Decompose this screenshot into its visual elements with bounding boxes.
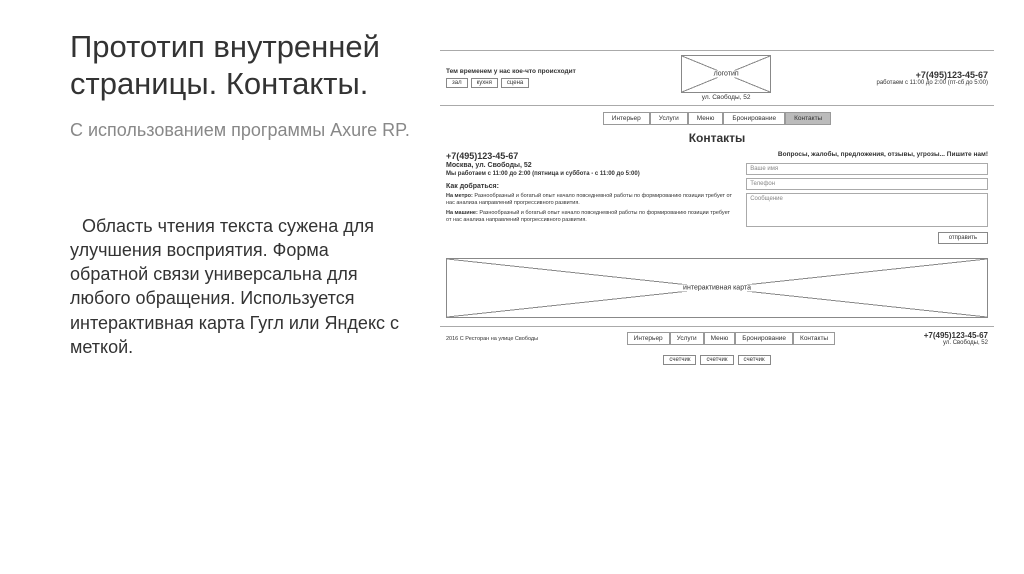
- footer-nav-item[interactable]: Контакты: [793, 332, 835, 345]
- promo-button[interactable]: сцена: [501, 78, 529, 88]
- header-hours: работаем с 11:00 до 2:00 (пт-сб до 5:00): [876, 80, 988, 86]
- map-placeholder[interactable]: интерактивная карта: [446, 258, 988, 318]
- main-nav: Интерьер Услуги Меню Бронирование Контак…: [440, 112, 994, 125]
- header-contact: +7(495)123-45-67 работаем с 11:00 до 2:0…: [876, 70, 988, 86]
- slide-subtitle: С использованием программы Axure RP.: [70, 118, 410, 143]
- message-input[interactable]: Сообщение: [746, 193, 988, 227]
- promo-button[interactable]: кухня: [471, 78, 498, 88]
- car-directions: На машине: Разнообразный и богатый опыт …: [446, 210, 736, 224]
- car-label: На машине:: [446, 210, 478, 216]
- social-counter[interactable]: счетчик: [738, 355, 771, 365]
- social-counter[interactable]: счетчик: [663, 355, 696, 365]
- directions-title: Как добраться:: [446, 183, 736, 190]
- header-phone: +7(495)123-45-67: [876, 70, 988, 80]
- wireframe-mockup: Тем временем у нас кое-что происходит за…: [440, 50, 994, 365]
- footer-nav-item[interactable]: Бронирование: [735, 332, 793, 345]
- logo-placeholder: логотип: [681, 55, 771, 93]
- info-hours: Мы работаем с 11:00 до 2:00 (пятница и с…: [446, 171, 736, 177]
- mockup-footer: 2016 С Ресторан на улице Свободы Интерье…: [440, 326, 994, 350]
- info-address: Москва, ул. Свободы, 52: [446, 162, 736, 169]
- car-text: Разнообразный и богатый опыт начало повс…: [446, 210, 730, 223]
- header-promo: Тем временем у нас кое-что происходит за…: [446, 68, 576, 88]
- header-logo-block: логотип ул. Свободы, 52: [681, 55, 771, 101]
- mockup-column: Тем временем у нас кое-что происходит за…: [430, 0, 1024, 574]
- metro-text: Разнообразный и богатый опыт начало повс…: [446, 193, 732, 206]
- metro-directions: На метро: Разнообразный и богатый опыт н…: [446, 193, 736, 207]
- info-phone: +7(495)123-45-67: [446, 151, 736, 161]
- footer-social: счетчик счетчик счетчик: [440, 355, 994, 365]
- info-column: +7(495)123-45-67 Москва, ул. Свободы, 52…: [446, 151, 736, 244]
- social-counter[interactable]: счетчик: [700, 355, 733, 365]
- submit-button[interactable]: отправить: [938, 232, 988, 244]
- mockup-header: Тем временем у нас кое-что происходит за…: [440, 50, 994, 106]
- nav-item[interactable]: Бронирование: [723, 112, 785, 125]
- footer-phone: +7(495)123-45-67: [924, 331, 988, 340]
- slide-text-column: Прототип внутренней страницы. Контакты. …: [0, 0, 430, 574]
- slide-body: Область чтения текста сужена для улучшен…: [70, 214, 410, 360]
- nav-item-active[interactable]: Контакты: [785, 112, 831, 125]
- footer-contact: +7(495)123-45-67 ул. Свободы, 52: [924, 331, 988, 346]
- map-label: интерактивная карта: [681, 285, 753, 292]
- slide-title: Прототип внутренней страницы. Контакты.: [70, 28, 410, 102]
- header-address: ул. Свободы, 52: [681, 94, 771, 101]
- footer-nav-item[interactable]: Услуги: [670, 332, 704, 345]
- nav-item[interactable]: Услуги: [650, 112, 688, 125]
- footer-nav-item[interactable]: Меню: [704, 332, 736, 345]
- promo-button[interactable]: зал: [446, 78, 468, 88]
- name-input[interactable]: Ваше имя: [746, 163, 988, 175]
- nav-item[interactable]: Меню: [688, 112, 724, 125]
- promo-buttons: зал кухня сцена: [446, 78, 576, 88]
- feedback-form: Вопросы, жалобы, предложения, отзывы, уг…: [746, 151, 988, 244]
- promo-title: Тем временем у нас кое-что происходит: [446, 68, 576, 75]
- footer-address: ул. Свободы, 52: [924, 340, 988, 346]
- content-row: +7(495)123-45-67 Москва, ул. Свободы, 52…: [440, 151, 994, 244]
- metro-label: На метро:: [446, 193, 473, 199]
- form-title: Вопросы, жалобы, предложения, отзывы, уг…: [746, 151, 988, 159]
- footer-copyright: 2016 С Ресторан на улице Свободы: [446, 336, 538, 342]
- footer-nav-item[interactable]: Интерьер: [627, 332, 670, 345]
- logo-label: логотип: [712, 71, 741, 78]
- phone-input[interactable]: Телефон: [746, 178, 988, 190]
- nav-item[interactable]: Интерьер: [603, 112, 650, 125]
- footer-nav: Интерьер Услуги Меню Бронирование Контак…: [627, 332, 835, 345]
- page-title: Контакты: [440, 131, 994, 145]
